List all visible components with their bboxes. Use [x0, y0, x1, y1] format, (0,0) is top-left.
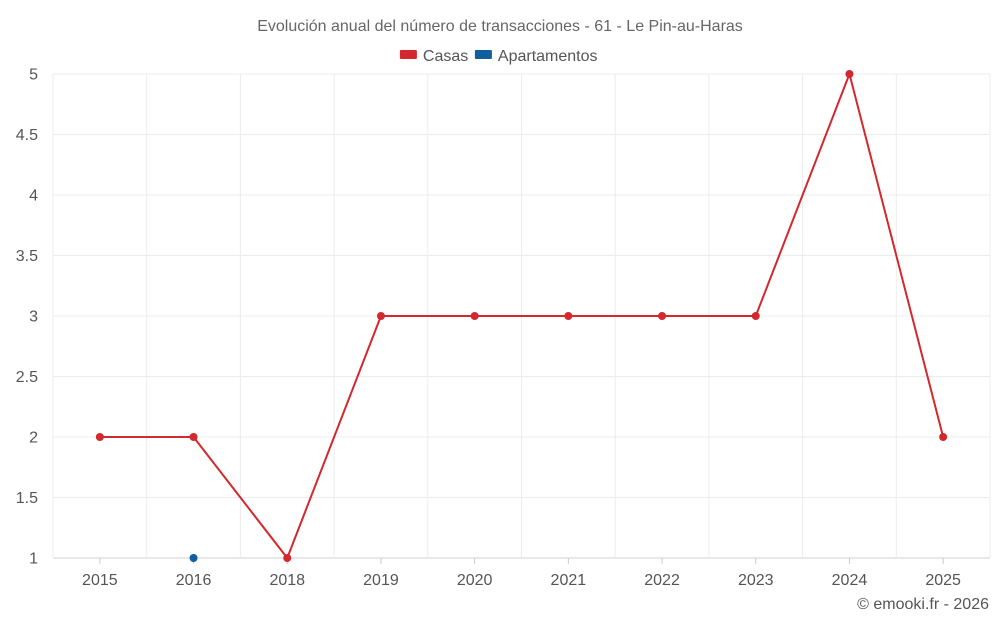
y-tick-label: 1 [29, 551, 38, 568]
legend-label: Casas [423, 48, 468, 65]
legend-label: Apartamentos [498, 48, 598, 65]
data-point[interactable] [658, 312, 667, 320]
y-tick-label: 4 [29, 188, 38, 205]
x-tick-label: 2018 [269, 572, 305, 589]
y-tick-label: 2.5 [16, 369, 38, 386]
data-point[interactable] [189, 433, 198, 441]
y-tick-label: 1.5 [16, 490, 38, 507]
data-point[interactable] [939, 433, 948, 441]
x-tick-label: 2022 [644, 572, 680, 589]
data-point[interactable] [283, 554, 292, 562]
x-tick-label: 2015 [82, 572, 118, 589]
footer-credit: © emooki.fr - 2026 [857, 596, 989, 613]
legend: Casas Apartamentos [399, 48, 598, 65]
y-tick-label: 2 [29, 430, 38, 447]
series-casas [95, 70, 948, 562]
x-tick-label: 2021 [551, 572, 587, 589]
data-point[interactable] [376, 312, 385, 320]
x-tick-label: 2025 [925, 572, 961, 589]
x-tick-label: 2020 [457, 572, 493, 589]
chart-title: Evolución anual del número de transaccio… [257, 18, 743, 35]
y-tick-label: 3 [29, 309, 38, 326]
y-tick-label: 3.5 [16, 248, 38, 265]
series-line [99, 73, 945, 559]
data-point[interactable] [189, 554, 198, 562]
y-tick-label: 4.5 [16, 127, 38, 144]
data-point[interactable] [845, 70, 854, 78]
x-tick-label: 2016 [176, 572, 212, 589]
legend-swatch [474, 50, 492, 59]
data-point[interactable] [470, 312, 479, 320]
data-point[interactable] [564, 312, 573, 320]
data-point[interactable] [751, 312, 760, 320]
legend-swatch [399, 50, 417, 59]
x-tick-label: 2023 [738, 572, 774, 589]
data-point[interactable] [95, 433, 104, 441]
y-tick-label: 5 [29, 67, 38, 84]
x-tick-label: 2019 [363, 572, 399, 589]
legend-item-casas[interactable]: Casas [399, 48, 468, 65]
series-group [95, 70, 948, 562]
series-apartamentos [189, 554, 198, 562]
legend-item-apartamentos[interactable]: Apartamentos [474, 48, 598, 65]
axes: 1 1.5 2 2.5 3 3.5 4 4.5 5 2015 2016 2018 2019 2020 202… [16, 67, 961, 590]
x-tick-label: 2024 [832, 572, 868, 589]
